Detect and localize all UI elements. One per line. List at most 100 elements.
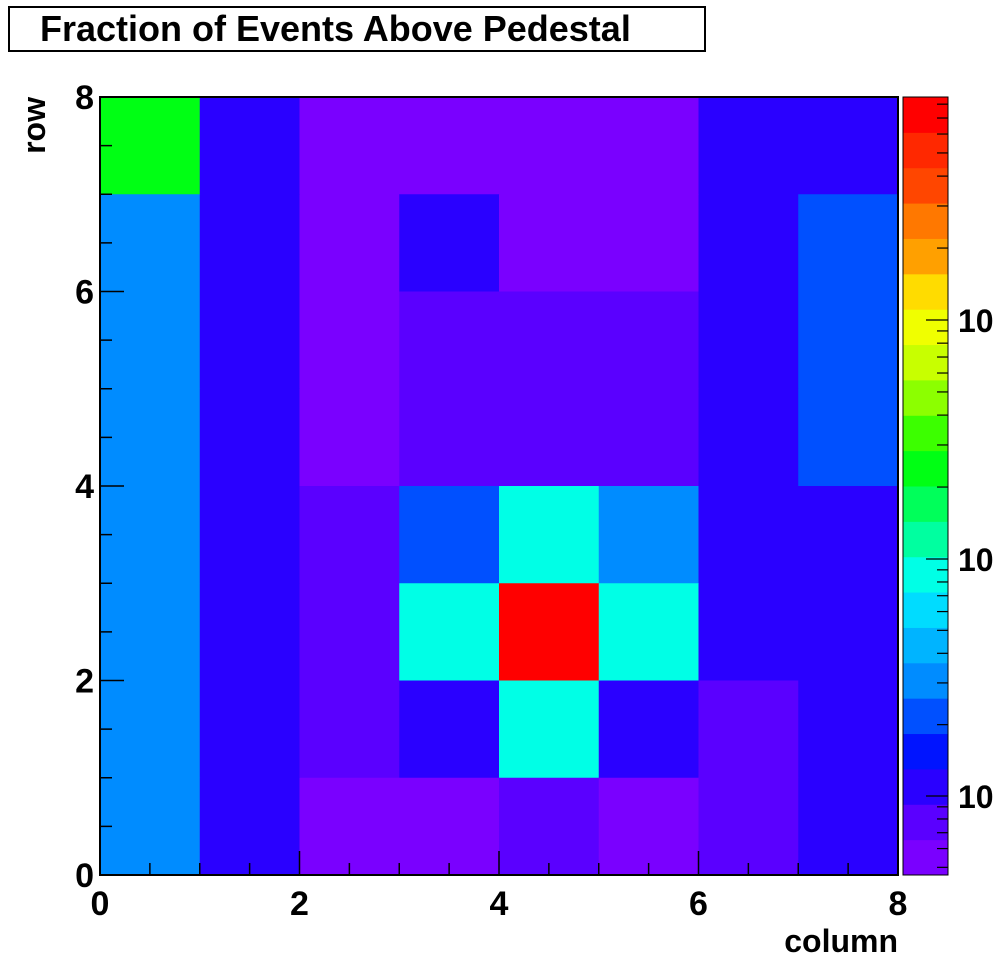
heatmap-cell [199, 583, 300, 681]
colorbar-segment [903, 344, 948, 381]
colorbar-segment [903, 415, 948, 452]
colorbar-segment [903, 662, 948, 699]
heatmap-cell [399, 680, 500, 779]
colorbar-segment [903, 379, 948, 416]
heatmap-cell [199, 291, 300, 390]
heatmap-cell [698, 583, 799, 681]
y-tick-label: 0 [75, 857, 94, 895]
colorbar-segment [903, 203, 948, 239]
colorbar-label: 10 [958, 303, 994, 339]
heatmap-cell [399, 583, 500, 681]
heatmap-cell [499, 388, 600, 487]
heatmap-cell [698, 777, 799, 876]
heatmap-cell [499, 777, 600, 876]
heatmap-cell [399, 97, 500, 195]
heatmap-cell [299, 388, 400, 487]
x-tick-label: 0 [91, 885, 110, 923]
heatmap-cell [598, 291, 699, 390]
colorbar-frame [902, 96, 949, 876]
heatmap-cell [798, 194, 899, 292]
y-tick-label: 8 [75, 79, 94, 117]
heatmap-cell [199, 388, 300, 487]
colorbar-segment [903, 768, 948, 805]
colorbar-label: 10 [958, 542, 994, 578]
heatmap-cell [100, 291, 201, 390]
heatmap-cell [399, 194, 500, 292]
colorbar-segment [903, 698, 948, 735]
colorbar-segment [903, 450, 948, 487]
heatmap-cell [299, 777, 400, 876]
colorbar-segment [903, 273, 948, 310]
x-tick-label: 4 [490, 885, 509, 923]
heatmap-cell [399, 486, 500, 584]
heatmap-cell [399, 777, 500, 876]
heatmap-cell [698, 680, 799, 779]
y-tick-label: 4 [75, 468, 94, 506]
colorbar-segment [903, 309, 948, 346]
colorbar-segment [903, 238, 948, 275]
heatmap-cell [499, 486, 600, 584]
heatmap-cell [399, 291, 500, 390]
heatmap-cell [100, 388, 201, 487]
heatmap-cell [199, 486, 300, 584]
heatmap-cell [698, 486, 799, 584]
heatmap-cell [499, 97, 600, 195]
colorbar-segment [903, 733, 948, 770]
heatmap-cell [299, 97, 400, 195]
heatmap-cell [499, 583, 600, 681]
heatmap-cell [100, 97, 201, 195]
y-tick-label: 2 [75, 663, 94, 701]
heatmap-cell [598, 680, 699, 779]
heatmap-cell [798, 291, 899, 390]
heatmap-cell [798, 680, 899, 779]
heatmap-cell [199, 97, 300, 195]
heatmap-cell [299, 486, 400, 584]
heatmap-cell [499, 291, 600, 390]
heatmap-cell [598, 194, 699, 292]
heatmap-cell [698, 194, 799, 292]
x-axis-label: column [784, 923, 898, 959]
colorbar-segment [903, 839, 948, 876]
colorbar-label: 10 [958, 779, 994, 815]
heatmap-cell [499, 194, 600, 292]
heatmap-cell [399, 388, 500, 487]
heatmap-cell [299, 680, 400, 779]
heatmap-cell [598, 583, 699, 681]
heatmap-cell [299, 194, 400, 292]
heatmap-cell [100, 486, 201, 584]
heatmap-cell [698, 291, 799, 390]
heatmap-cell [798, 777, 899, 876]
colorbar-segment [903, 521, 948, 558]
x-tick-label: 6 [689, 885, 708, 923]
heatmap-cell [499, 680, 600, 779]
colorbar-segment [903, 97, 948, 133]
x-tick-label: 8 [889, 885, 908, 923]
heatmap-cell [100, 680, 201, 779]
heatmap-cells [100, 97, 899, 876]
heatmap-cell [598, 97, 699, 195]
heatmap-cell [299, 583, 400, 681]
axis-ticks [99, 96, 899, 876]
heatmap-cell [798, 97, 899, 195]
colorbar: 10 10 10 [902, 96, 994, 876]
y-tick-label: 6 [75, 274, 94, 312]
x-tick-label: 2 [290, 885, 309, 923]
heatmap-cell [698, 97, 799, 195]
heatmap-cell [798, 388, 899, 487]
colorbar-segment [903, 804, 948, 841]
colorbar-segment [903, 592, 948, 628]
colorbar-segment [903, 486, 948, 522]
heatmap-cell [199, 194, 300, 292]
heatmap-cell [798, 583, 899, 681]
chart-title: Fraction of Events Above Pedestal [8, 6, 706, 52]
heatmap-cell [598, 777, 699, 876]
heatmap-cell [798, 486, 899, 584]
heatmap-cell [100, 194, 201, 292]
colorbar-segment [903, 132, 948, 169]
heatmap-cell [100, 777, 201, 876]
heatmap-cell [199, 777, 300, 876]
heatmap-cell [698, 388, 799, 487]
heatmap-cell [199, 680, 300, 779]
